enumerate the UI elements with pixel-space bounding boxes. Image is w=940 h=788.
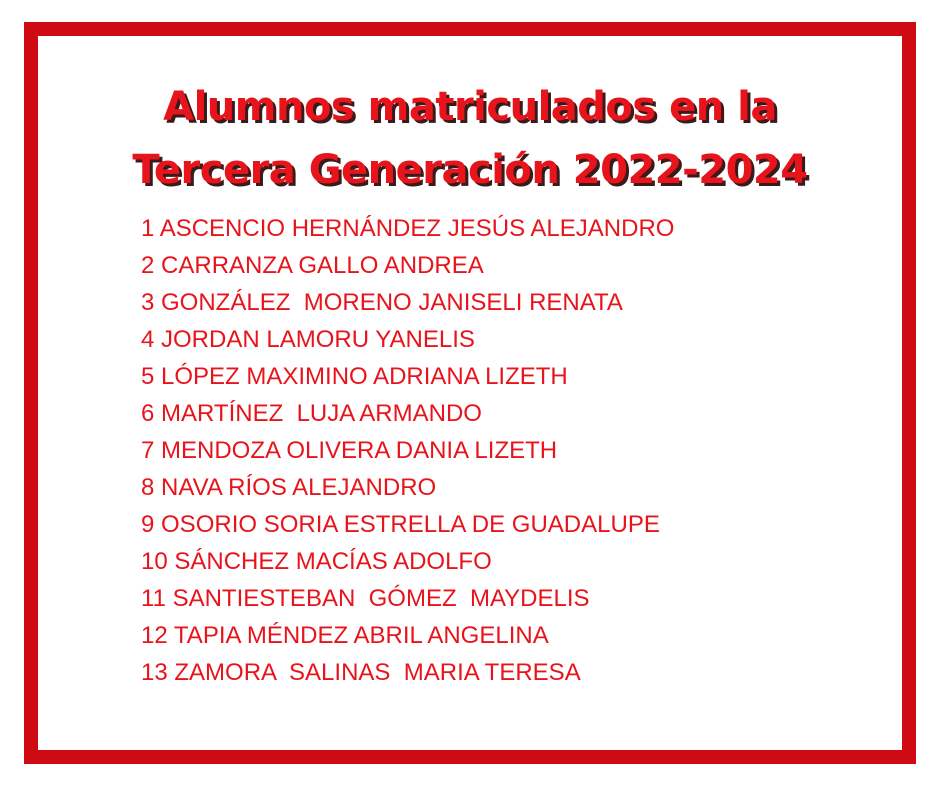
- frame: Alumnos matriculados en la Tercera Genera…: [24, 22, 916, 764]
- student-list: 1 ASCENCIO HERNÁNDEZ JESÚS ALEJANDRO 2 CA…: [141, 210, 674, 691]
- student-entry: 5 LÓPEZ MAXIMINO ADRIANA LIZETH: [141, 363, 568, 390]
- student-entry: 9 OSORIO SORIA ESTRELLA DE GUADALUPE: [141, 511, 660, 538]
- student-entry: 4 JORDAN LAMORU YANELIS: [141, 326, 475, 353]
- title: Alumnos matriculados en la Tercera Genera…: [38, 76, 902, 202]
- student-entry: 1 ASCENCIO HERNÁNDEZ JESÚS ALEJANDRO: [141, 215, 675, 242]
- student-entry: 12 TAPIA MÉNDEZ ABRIL ANGELINA: [141, 622, 549, 649]
- student-entry: 8 NAVA RÍOS ALEJANDRO: [141, 474, 437, 501]
- title-line: Alumnos matriculados en la: [163, 84, 777, 130]
- student-entry: 11 SANTIESTEBAN GÓMEZ MAYDELIS: [141, 585, 590, 612]
- student-entry: 2 CARRANZA GALLO ANDREA: [141, 252, 484, 279]
- student-entry: 13 ZAMORA SALINAS MARIA TERESA: [141, 659, 581, 686]
- student-entry: 7 MENDOZA OLIVERA DANIA LIZETH: [141, 437, 558, 464]
- student-entry: 6 MARTÍNEZ LUJA ARMANDO: [141, 400, 482, 427]
- student-entry: 3 GONZÁLEZ MORENO JANISELI RENATA: [141, 289, 623, 316]
- student-entry: 10 SÁNCHEZ MACÍAS ADOLFO: [141, 548, 492, 575]
- title-line: Tercera Generación 2022-2024: [132, 147, 808, 193]
